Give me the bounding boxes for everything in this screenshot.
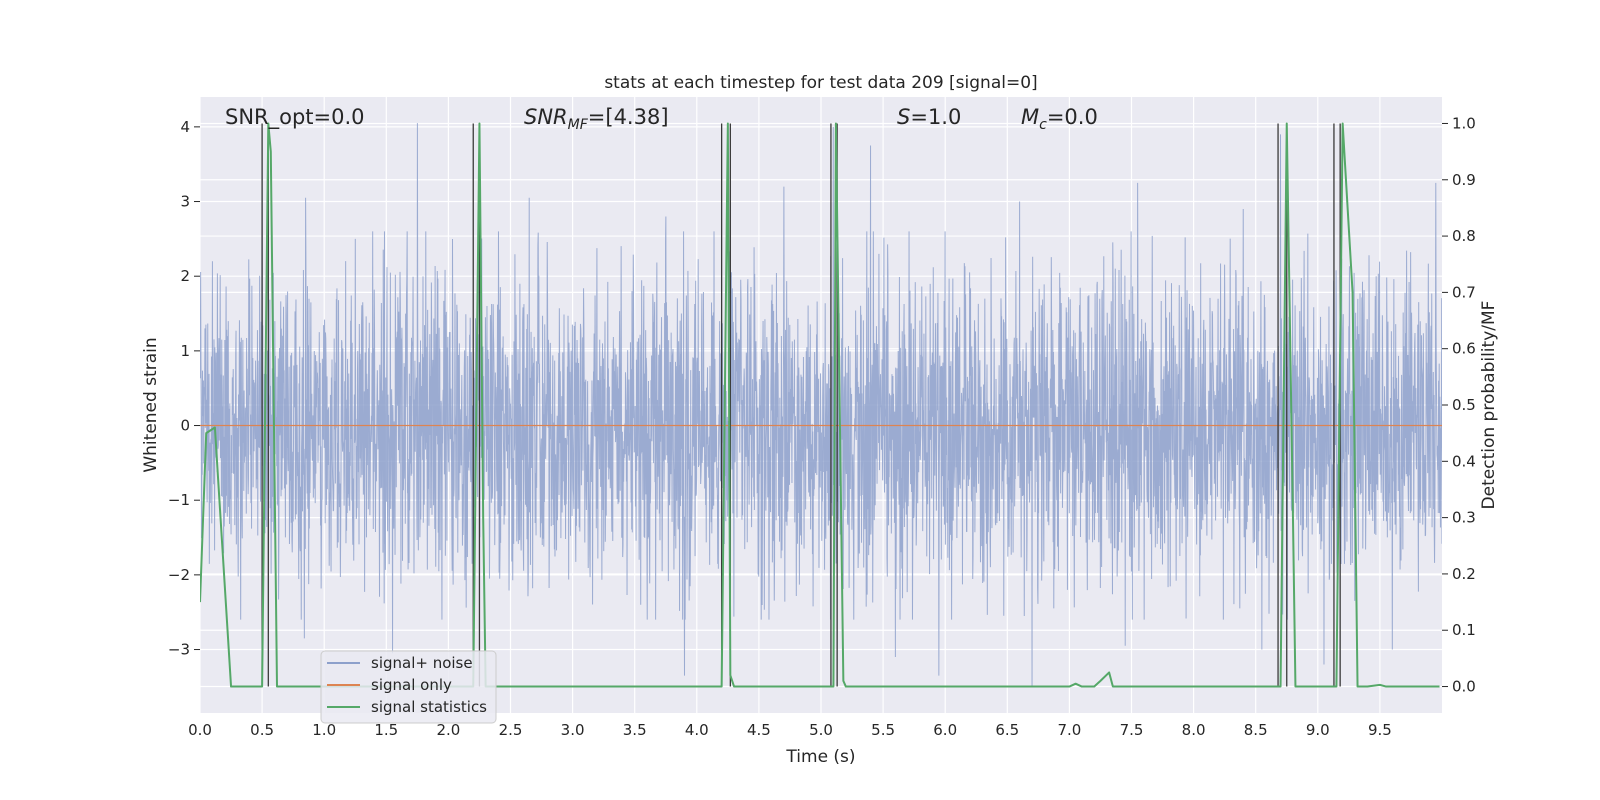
y2-tick-label: 0.1: [1452, 621, 1476, 639]
y2-tick-label: 1.0: [1452, 114, 1476, 132]
x-tick-label: 6.5: [995, 721, 1019, 739]
x-tick-label: 8.0: [1182, 721, 1206, 739]
series-signal-noise: [200, 123, 1442, 687]
x-tick-label: 8.5: [1244, 721, 1268, 739]
x-tick-label: 3.0: [561, 721, 585, 739]
x-tick-label: 9.5: [1368, 721, 1392, 739]
legend-label-signal-only: signal only: [371, 676, 452, 694]
y2-tick-label: 0.9: [1452, 171, 1476, 189]
x-tick-label: 3.5: [623, 721, 647, 739]
annotation-snr-mf: SNRMF=[4.38]: [524, 105, 669, 133]
x-tick-label: 1.0: [312, 721, 336, 739]
y2-tick-label: 0.4: [1452, 452, 1476, 470]
legend-label-signal-statistics: signal statistics: [371, 698, 487, 716]
annotation-snr-opt: SNR_opt=0.0: [225, 105, 365, 130]
x-tick-label: 2.0: [436, 721, 460, 739]
y2-axis-label: Detection probability/MF: [1479, 301, 1499, 510]
x-tick-label: 7.5: [1120, 721, 1144, 739]
legend-label-signal-noise: signal+ noise: [371, 654, 473, 672]
y2-tick-label: 0.8: [1452, 227, 1476, 245]
y2-tick-label: 0.5: [1452, 396, 1476, 414]
y-tick-label: −1: [168, 491, 190, 509]
x-axis-ticks: 0.0 0.5 1.0 1.5 2.0 2.5 3.0 3.5 4.0 4.5 5.0 5.5 6.0 6…: [188, 721, 1392, 739]
legend-box: [320, 650, 497, 724]
y-axis-label: Whitened strain: [141, 337, 161, 472]
y-tick-label: −2: [168, 566, 190, 584]
signal-noise-line: [200, 123, 1442, 687]
x-tick-label: 1.5: [374, 721, 398, 739]
signal-statistics-line: [200, 122, 1440, 688]
y2-tick-label: 0.3: [1452, 509, 1476, 527]
y2-tick-label: 0.2: [1452, 565, 1476, 583]
annotation-s: S=1.0: [897, 105, 961, 129]
x-tick-label: 0.5: [250, 721, 274, 739]
x-tick-label: 4.0: [685, 721, 709, 739]
chart-title: stats at each timestep for test data 209…: [604, 73, 1037, 93]
series-signal-statistics: [200, 122, 1440, 688]
x-tick-label: 9.0: [1306, 721, 1330, 739]
y2-tick-label: 0.0: [1452, 678, 1476, 696]
x-axis-label: Time (s): [785, 747, 855, 767]
x-tick-label: 2.5: [499, 721, 523, 739]
y-tick-label: 0: [180, 417, 190, 435]
x-tick-label: 5.0: [809, 721, 833, 739]
x-tick-label: 7.0: [1057, 721, 1081, 739]
y-tick-label: 1: [180, 342, 190, 360]
x-tick-label: 6.0: [933, 721, 957, 739]
x-tick-label: 4.5: [747, 721, 771, 739]
annotation-mc: Mc=0.0: [1021, 105, 1098, 133]
x-tick-label: 0.0: [188, 721, 212, 739]
y2-axis-ticks: 0.0 0.1 0.2 0.3 0.4 0.5 0.6 0.7 0.8 0.9 1.0: [1442, 114, 1476, 696]
x-tick-label: 5.5: [871, 721, 895, 739]
y-tick-label: 3: [180, 193, 190, 211]
y-tick-label: 2: [180, 267, 190, 285]
y2-tick-label: 0.6: [1452, 340, 1476, 358]
y-tick-label: 4: [180, 118, 190, 136]
y2-tick-label: 0.7: [1452, 283, 1476, 301]
y-axis-ticks: −3 −2 −1 0 1 2 3 4: [168, 118, 200, 659]
legend: signal+ noise signal only signal statist…: [320, 650, 497, 724]
y-tick-label: −3: [168, 641, 190, 659]
